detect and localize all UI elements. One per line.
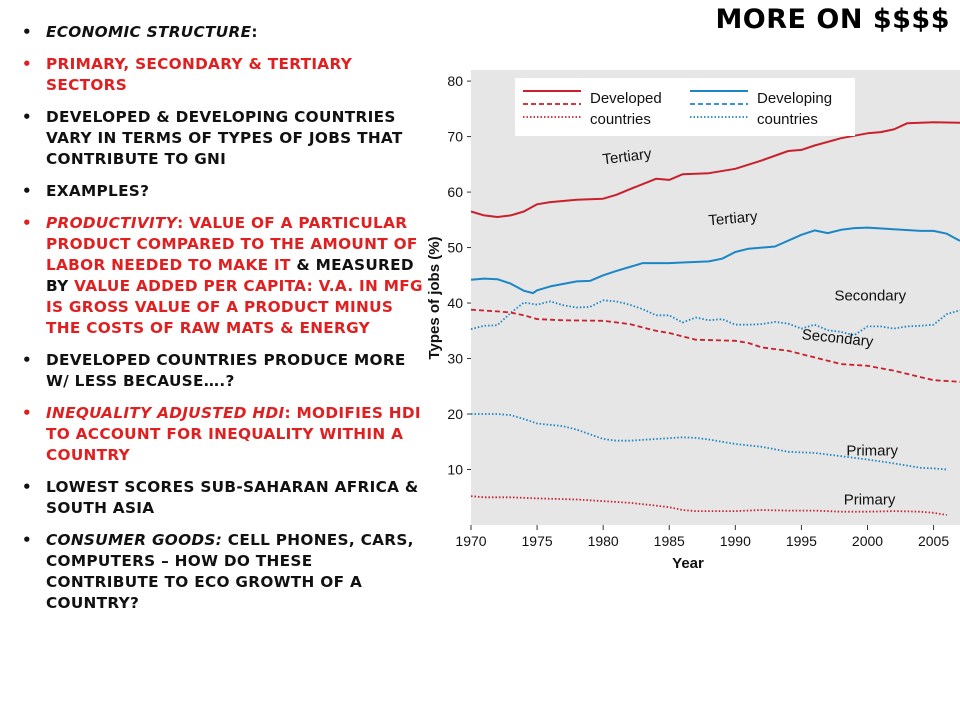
series-line-developed-primary xyxy=(470,495,947,516)
productivity-definition: VALUE OF A PARTICULAR PRODUCT COMPARED T… xyxy=(46,214,418,274)
bullet-glyph: • xyxy=(22,351,32,369)
productivity-measure: VALUE ADDED PER CAPITA: V.A. IN MFG IS G… xyxy=(46,277,423,337)
term-productivity: PRODUCTIVITY xyxy=(46,214,178,232)
bullet-list: • ECONOMIC STRUCTURE: • PRIMARY, SECONDA… xyxy=(22,22,427,625)
bullet-economic-structure: • ECONOMIC STRUCTURE: xyxy=(22,22,427,43)
annotation-label: Primary xyxy=(844,491,896,508)
bullet-lowest-scores: • LOWEST SCORES SUB-SAHARAN AFRICA & SOU… xyxy=(22,477,427,519)
productivity-connector: & MEASURED BY xyxy=(46,256,414,295)
series-line-developed-secondary xyxy=(470,308,960,383)
bullet-glyph: • xyxy=(22,478,32,496)
y-tick-label: 80 xyxy=(447,73,463,89)
term-separator: : xyxy=(284,404,297,422)
bullet-text: EXAMPLES? xyxy=(46,182,150,200)
series-line-developed-tertiary xyxy=(470,121,960,218)
bullet-inequality-hdi: • INEQUALITY ADJUSTED HDI: MODIFIES HDI … xyxy=(22,403,427,466)
series-line-developing-tertiary xyxy=(470,226,960,295)
bullet-text: LOWEST SCORES SUB-SAHARAN AFRICA & SOUTH… xyxy=(46,478,419,517)
bullet-sectors: • PRIMARY, SECONDARY & TERTIARY SECTORS xyxy=(22,54,427,96)
jobs-by-sector-chart: 10 20 30 40 50 60 70 80 1970 1975 1980 1985 1990 199… xyxy=(426,70,960,572)
y-tick-label: 60 xyxy=(447,184,463,200)
x-axis-title: Year xyxy=(672,555,704,572)
annotation-label: Tertiary xyxy=(602,145,653,168)
term-consumer-goods: CONSUMER GOODS: xyxy=(46,531,223,549)
x-tick-label: 1970 xyxy=(455,533,486,549)
bullet-glyph: • xyxy=(22,55,32,73)
y-axis-title: Types of jobs (%) xyxy=(426,236,443,359)
x-tick-label: 1990 xyxy=(720,533,751,549)
y-tick-label: 10 xyxy=(447,462,463,478)
bullet-examples: • EXAMPLES? xyxy=(22,181,427,202)
legend-box xyxy=(515,78,855,136)
legend-label-line2: countries xyxy=(590,111,651,128)
legend-label-line2: countries xyxy=(757,111,818,128)
bullet-developed-developing: • DEVELOPED & DEVELOPING COUNTRIES VARY … xyxy=(22,107,427,170)
bullet-text: DEVELOPED & DEVELOPING COUNTRIES VARY IN… xyxy=(46,108,403,168)
bullet-produce-more: • DEVELOPED COUNTRIES PRODUCE MORE W/ LE… xyxy=(22,350,427,392)
x-tick-label: 1985 xyxy=(654,533,685,549)
bullet-consumer-goods: • CONSUMER GOODS: CELL PHONES, CARS, COM… xyxy=(22,530,427,614)
x-tick-label: 1995 xyxy=(786,533,817,549)
bullet-glyph: • xyxy=(22,404,32,422)
term-separator: : xyxy=(251,23,258,41)
y-tick-label: 70 xyxy=(447,129,463,145)
y-tick-label: 50 xyxy=(447,240,463,256)
page-title: MORE ON $$$$ xyxy=(715,4,950,35)
term-separator: : xyxy=(177,214,190,232)
y-tick-label: 30 xyxy=(447,351,463,367)
legend-label-line1: Developing xyxy=(757,90,832,107)
x-axis: 1970 1975 1980 1985 1990 1995 2000 2005 xyxy=(455,525,949,549)
series-line-developing-secondary xyxy=(470,299,960,337)
legend-label-line1: Developed xyxy=(590,90,662,107)
annotation-label: Secondary xyxy=(834,287,906,304)
bullet-glyph: • xyxy=(22,214,32,232)
legend: Developed countries Developing countries xyxy=(515,78,855,136)
bullet-productivity: • PRODUCTIVITY: VALUE OF A PARTICULAR PR… xyxy=(22,213,427,339)
plot-area xyxy=(471,70,960,525)
bullet-glyph: • xyxy=(22,108,32,126)
bullet-glyph: • xyxy=(22,531,32,549)
bullet-text: PRIMARY, SECONDARY & TERTIARY SECTORS xyxy=(46,55,353,94)
term-inequality-hdi: INEQUALITY ADJUSTED HDI xyxy=(46,404,285,422)
y-axis: 10 20 30 40 50 60 70 80 xyxy=(447,73,471,478)
annotation-label: Primary xyxy=(846,443,898,460)
y-tick-label: 40 xyxy=(447,295,463,311)
series-lines xyxy=(470,121,960,516)
term-economic-structure: ECONOMIC STRUCTURE xyxy=(46,23,252,41)
bullet-glyph: • xyxy=(22,182,32,200)
bullet-glyph: • xyxy=(22,23,32,41)
bullet-text: MODIFIES HDI TO ACCOUNT FOR INEQUALITY W… xyxy=(46,404,421,464)
bullet-text: DEVELOPED COUNTRIES PRODUCE MORE W/ LESS… xyxy=(46,351,406,390)
bullet-text: CELL PHONES, CARS, COMPUTERS – HOW DO TH… xyxy=(46,531,414,612)
x-tick-label: 2000 xyxy=(852,533,883,549)
x-tick-label: 2005 xyxy=(918,533,949,549)
annotation-label: Tertiary xyxy=(708,208,759,229)
x-tick-label: 1980 xyxy=(588,533,619,549)
y-tick-label: 20 xyxy=(447,406,463,422)
series-line-developing-primary xyxy=(471,413,947,471)
x-tick-label: 1975 xyxy=(522,533,553,549)
